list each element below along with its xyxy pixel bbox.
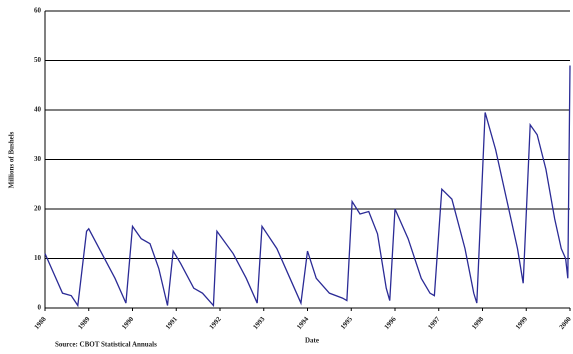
x-tick-label: 1996 <box>383 315 398 331</box>
x-tick-label: 1992 <box>208 315 223 331</box>
x-tick-label: 1990 <box>120 315 135 331</box>
x-tick-label: 1988 <box>33 315 48 331</box>
y-tick-label: 10 <box>34 254 42 262</box>
source-note: Source: CBOT Statistical Annuals <box>55 341 157 349</box>
y-tick-label: 50 <box>34 56 42 64</box>
x-tick-label: 1993 <box>251 315 266 331</box>
y-tick-label: 30 <box>34 155 42 163</box>
data-line <box>44 65 571 308</box>
y-tick-label: 60 <box>34 7 42 15</box>
y-axis-label: Millions of Bushels <box>8 131 16 188</box>
x-tick-label: 1998 <box>470 315 485 331</box>
y-tick-label: 20 <box>34 205 42 213</box>
x-tick-label: 1991 <box>164 315 179 331</box>
x-tick-label: 1995 <box>339 315 354 331</box>
x-tick-label: 1997 <box>426 315 441 331</box>
x-tick-label: 1989 <box>76 315 91 331</box>
x-tick-label: 2000 <box>558 315 573 331</box>
x-tick-label: 1994 <box>295 315 310 331</box>
y-tick-label: 0 <box>38 304 42 312</box>
y-tick-label: 40 <box>34 106 42 114</box>
x-axis-label: Date <box>305 337 319 345</box>
x-tick-label: 1999 <box>514 315 529 331</box>
